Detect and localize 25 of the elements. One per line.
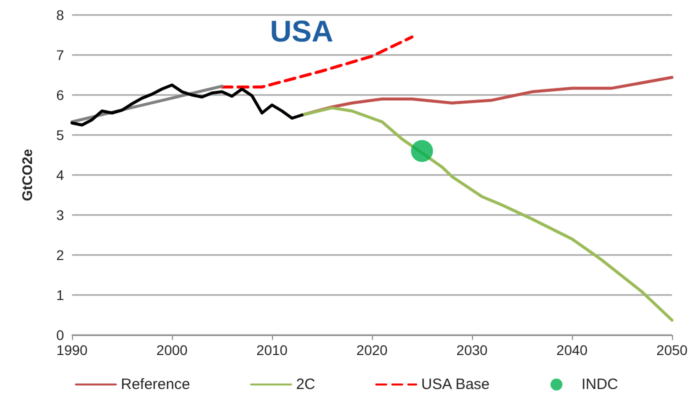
chart-title: USA [270,16,334,48]
x-tick-label: 2010 [256,342,288,358]
x-tick-label: 2020 [356,342,388,358]
y-tick-label: 6 [56,87,64,103]
x-tick-label: 2000 [156,342,188,358]
legend-label: Reference [120,376,190,393]
line-series [300,76,674,116]
y-tick-label: 5 [56,127,64,143]
x-tick-label: 2040 [556,342,588,358]
y-tick-label: 2 [56,247,64,263]
y-tick-label: 7 [56,47,64,63]
legend-label: INDC [581,376,618,393]
y-tick-label: 3 [56,207,64,223]
legend-label: USA Base [421,376,490,393]
legend-label: 2C [296,376,316,393]
y-tick-label: 4 [56,167,64,183]
y-tick-label: 0 [56,327,64,343]
x-tick-label: 1990 [56,342,88,358]
x-tick-label: 2050 [656,342,688,358]
x-tick-label: 2030 [456,342,488,358]
line-series [70,84,304,126]
y-tick-label: 1 [56,287,64,303]
y-tick-label: 8 [56,7,64,23]
y-axis-title: GtCO2e [19,148,35,202]
line-series [300,106,674,322]
